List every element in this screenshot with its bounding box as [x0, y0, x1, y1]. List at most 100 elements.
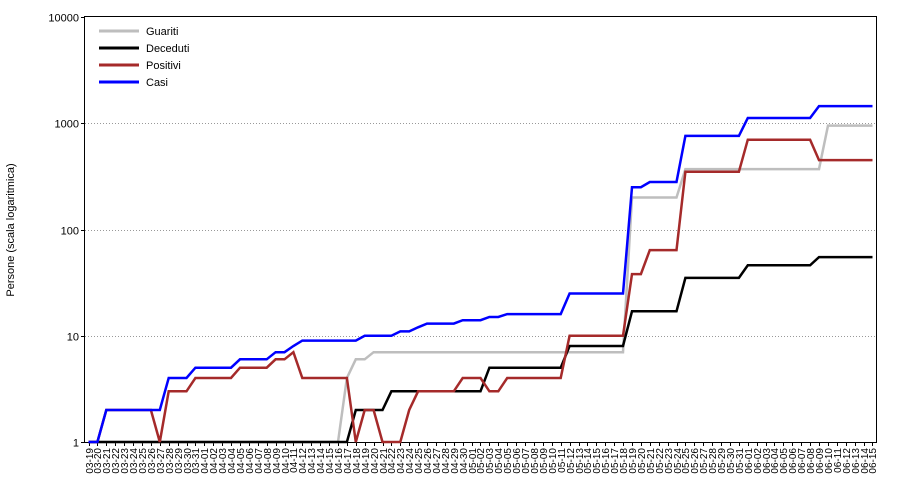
x-tick-label: 04-01 [200, 448, 211, 474]
x-tick-label: 06-02 [753, 448, 764, 474]
x-tick-label: 06-15 [868, 448, 879, 474]
x-tick-label: 06-12 [842, 448, 853, 474]
x-tick-label: 05-11 [557, 448, 568, 473]
x-tick-label: 05-22 [655, 448, 666, 474]
x-tick-label: 04-26 [423, 448, 434, 474]
x-tick-label: 06-07 [797, 448, 808, 474]
x-tick-label: 05-17 [610, 448, 621, 474]
x-tick-label: 04-02 [209, 448, 220, 474]
x-tick-label: 05-10 [548, 448, 559, 474]
x-tick-label: 06-13 [851, 448, 862, 474]
x-tick-label: 03-26 [147, 448, 158, 474]
x-tick-label: 05-20 [637, 448, 648, 474]
x-tick-label: 04-12 [298, 448, 309, 474]
x-tick-label: 06-14 [860, 448, 871, 474]
x-tick-label: 05-18 [619, 448, 630, 474]
x-tick-label: 03-19 [85, 448, 96, 474]
y-axis-label: Persone (scala logaritmica) [5, 163, 17, 296]
x-tick-label: 06-11 [833, 448, 844, 473]
y-tick-label: 10000 [48, 13, 79, 25]
legend-label: Deceduti [146, 43, 189, 55]
x-tick-label: 04-23 [396, 448, 407, 474]
x-tick-label: 03-29 [174, 448, 185, 474]
x-tick-label: 05-23 [664, 448, 675, 474]
y-tick-label: 100 [61, 226, 79, 238]
x-tick-label: 03-21 [102, 448, 113, 474]
plot-area [84, 16, 877, 443]
y-tick-label: 1000 [55, 119, 79, 131]
x-tick-label: 05-08 [530, 448, 541, 474]
x-tick-label: 04-25 [414, 448, 425, 474]
series-line-deceduti [88, 255, 873, 444]
x-tick-label: 04-21 [379, 448, 390, 474]
x-tick-label: 05-15 [592, 448, 603, 474]
x-axis: 03-1903-2003-2103-2203-2303-2403-2503-26… [85, 442, 879, 474]
x-tick-label: 04-18 [352, 448, 363, 474]
x-tick-label: 05-30 [726, 448, 737, 474]
x-tick-label: 04-19 [361, 448, 372, 474]
x-tick-label: 06-06 [788, 448, 799, 474]
y-tick-label: 1 [73, 438, 79, 450]
legend-label: Casi [146, 77, 168, 89]
x-tick-label: 03-25 [138, 448, 149, 474]
x-tick-label: 06-01 [744, 448, 755, 474]
x-tick-label: 04-15 [325, 448, 336, 474]
x-tick-label: 05-24 [673, 448, 684, 474]
x-tick-label: 03-24 [129, 448, 140, 474]
x-tick-label: 06-09 [815, 448, 826, 474]
x-tick-label: 05-14 [583, 448, 594, 474]
x-tick-label: 04-13 [307, 448, 318, 474]
x-tick-label: 04-27 [432, 448, 443, 474]
x-tick-label: 03-31 [191, 448, 202, 474]
x-tick-label: 04-22 [387, 448, 398, 474]
x-tick-label: 03-20 [93, 448, 104, 474]
x-tick-label: 04-11 [289, 448, 300, 473]
x-tick-label: 05-05 [503, 448, 514, 474]
x-tick-label: 05-19 [628, 448, 639, 474]
x-tick-label: 04-28 [441, 448, 452, 474]
x-tick-label: 03-30 [183, 448, 194, 474]
x-tick-label: 04-08 [263, 448, 274, 474]
series-line-casi [88, 104, 873, 444]
x-tick-label: 05-12 [566, 448, 577, 474]
x-tick-label: 05-31 [735, 448, 746, 474]
x-tick-label: 06-03 [762, 448, 773, 474]
x-tick-label: 03-27 [156, 448, 167, 474]
series-line-positivi [88, 138, 873, 444]
x-tick-label: 04-04 [227, 448, 238, 474]
x-tick-label: 04-30 [459, 448, 470, 474]
x-tick-label: 04-14 [316, 448, 327, 474]
x-tick-label: 05-29 [717, 448, 728, 474]
x-tick-label: 04-20 [370, 448, 381, 474]
y-axis: 1 10 100 1000 10000 [48, 13, 85, 450]
x-tick-label: 04-09 [272, 448, 283, 474]
series-lines [88, 104, 873, 444]
x-tick-label: 03-23 [120, 448, 131, 474]
x-tick-label: 04-07 [254, 448, 265, 474]
x-tick-label: 05-06 [512, 448, 523, 474]
x-tick-label: 05-13 [575, 448, 586, 474]
x-tick-label: 04-06 [245, 448, 256, 474]
x-tick-label: 05-16 [601, 448, 612, 474]
x-tick-label: 04-29 [450, 448, 461, 474]
x-tick-label: 04-10 [281, 448, 292, 474]
x-tick-label: 05-04 [494, 448, 505, 474]
x-tick-label: 03-22 [111, 448, 122, 474]
x-tick-label: 04-03 [218, 448, 229, 474]
x-tick-label: 04-24 [405, 448, 416, 474]
x-tick-label: 06-05 [779, 448, 790, 474]
x-tick-label: 06-04 [770, 448, 781, 474]
x-tick-label: 06-08 [806, 448, 817, 474]
x-tick-label: 04-16 [334, 448, 345, 474]
x-tick-label: 05-02 [476, 448, 487, 474]
x-tick-label: 05-25 [681, 448, 692, 474]
legend-label: Positivi [146, 60, 181, 72]
x-tick-label: 05-07 [521, 448, 532, 474]
x-tick-label: 05-26 [690, 448, 701, 474]
x-tick-label: 05-28 [708, 448, 719, 474]
legend: Guariti Deceduti Positivi Casi [99, 26, 189, 89]
x-tick-label: 05-03 [485, 448, 496, 474]
x-tick-label: 03-28 [165, 448, 176, 474]
x-tick-label: 05-21 [646, 448, 657, 474]
